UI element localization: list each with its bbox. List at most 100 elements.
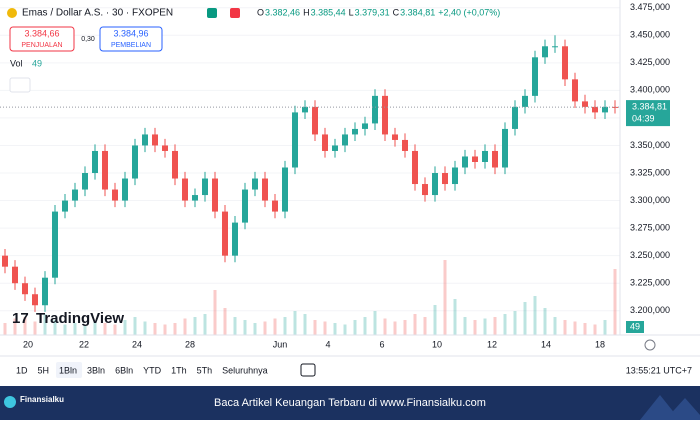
buy-label: PEMBELIAN xyxy=(111,42,151,49)
candle-body xyxy=(82,173,88,190)
range-button[interactable]: 6Bln xyxy=(115,365,133,375)
candle-body xyxy=(312,106,318,135)
y-tick-label: 3.200,000 xyxy=(630,305,670,315)
sell-button[interactable] xyxy=(9,26,75,52)
candle-body xyxy=(222,211,228,256)
vol-value: 49 xyxy=(32,58,42,68)
candle-body xyxy=(472,156,478,162)
range-button[interactable]: YTD xyxy=(143,365,162,375)
volume-tag xyxy=(626,321,644,333)
x-tick-label: 24 xyxy=(132,339,142,349)
volume-bar xyxy=(603,320,607,335)
volume-bar xyxy=(553,317,557,335)
candle-body xyxy=(52,211,58,278)
y-tick-label: 3.225,000 xyxy=(630,278,670,288)
range-button[interactable]: 3Bln xyxy=(87,365,105,375)
candle-body xyxy=(512,106,518,129)
candle-body xyxy=(142,134,148,146)
volume-bar xyxy=(613,269,617,335)
volume-bar xyxy=(493,317,497,335)
volume-bar xyxy=(43,314,47,335)
volume-bar xyxy=(3,323,7,335)
volume-bar xyxy=(83,326,87,335)
footer-text: Baca Artikel Keuangan Terbaru di www.Fin… xyxy=(214,397,486,409)
candle-body xyxy=(302,106,308,113)
candle-body xyxy=(382,95,388,135)
brand: Finansialku xyxy=(20,395,64,404)
volume-bar xyxy=(63,324,67,335)
volume-bar xyxy=(483,318,487,335)
volume-bar xyxy=(213,290,217,335)
candle-body xyxy=(402,139,408,151)
volume-bar xyxy=(333,323,337,335)
volume-bar xyxy=(23,317,27,335)
ohlc-change: +2,40 (+0,07%) xyxy=(438,7,500,17)
clock: 13:55:21 UTC+7 xyxy=(626,365,692,375)
selected-range xyxy=(56,362,83,378)
candle-body xyxy=(442,173,448,185)
range-button[interactable]: 5H xyxy=(38,365,50,375)
volume-bar xyxy=(373,311,377,335)
volume-bar xyxy=(383,318,387,335)
volume-bar xyxy=(33,321,37,335)
x-tick-label: 20 xyxy=(23,339,33,349)
volume-bar xyxy=(563,320,567,335)
candle-body xyxy=(582,101,588,107)
candle-body xyxy=(212,178,218,212)
y-tick-label: 3.250,000 xyxy=(630,250,670,260)
buy-price: 3.384,96 xyxy=(113,28,148,38)
volume-bar xyxy=(73,323,77,335)
candle-body xyxy=(22,283,28,295)
candle-body xyxy=(192,195,198,201)
candle-body xyxy=(432,173,438,196)
volume-bar xyxy=(153,323,157,335)
volume-bar xyxy=(253,323,257,335)
y-tick-label: 3.325,000 xyxy=(630,167,670,177)
range-button[interactable]: 1Bln xyxy=(59,365,77,375)
collapse-button[interactable] xyxy=(9,77,31,93)
ohlc-value: 3.382,46 xyxy=(265,7,300,17)
candle-body xyxy=(482,150,488,162)
range-button[interactable]: Seluruhnya xyxy=(222,365,268,375)
candle-body xyxy=(592,106,598,113)
range-button[interactable]: 5Th xyxy=(197,365,213,375)
ohlc-value: 3.385,44 xyxy=(311,7,346,17)
candle-body xyxy=(272,200,278,212)
volume-bar xyxy=(313,320,317,335)
volume-bar xyxy=(453,299,457,335)
range-button[interactable]: 1D xyxy=(16,365,28,375)
candle-body xyxy=(292,112,298,168)
candle-body xyxy=(522,95,528,107)
candle-body xyxy=(2,255,8,267)
volume-bar xyxy=(233,317,237,335)
candle-body xyxy=(122,178,128,201)
volume-bar xyxy=(323,321,327,335)
volume-bar xyxy=(143,321,147,335)
settings-icon[interactable] xyxy=(644,339,656,351)
candle-body xyxy=(112,189,118,201)
candle-body xyxy=(552,46,558,48)
candle-body xyxy=(542,46,548,58)
volume-bar xyxy=(263,321,267,335)
candle-body xyxy=(352,128,358,135)
candle-body xyxy=(42,277,48,306)
date-range-icon[interactable] xyxy=(300,363,316,377)
y-tick-label: 3.275,000 xyxy=(630,222,670,232)
last-price-tag xyxy=(626,100,670,127)
footer-decoration xyxy=(640,395,700,420)
range-button[interactable]: 1Th xyxy=(171,365,187,375)
x-tick-label: 6 xyxy=(379,339,384,349)
x-tick-label: 12 xyxy=(487,339,497,349)
volume-bar xyxy=(113,324,117,335)
volume-bar xyxy=(183,318,187,335)
y-tick-label: 3.475,000 xyxy=(630,2,670,12)
volume-bar xyxy=(423,317,427,335)
ohlc-key: O xyxy=(257,7,264,17)
candle-body xyxy=(242,189,248,223)
candle-body xyxy=(332,145,338,151)
candle-body xyxy=(92,150,98,174)
y-tick-label: 3.425,000 xyxy=(630,57,670,67)
volume-bar xyxy=(123,320,127,335)
buy-button[interactable] xyxy=(99,26,163,52)
candle-body xyxy=(462,156,468,168)
